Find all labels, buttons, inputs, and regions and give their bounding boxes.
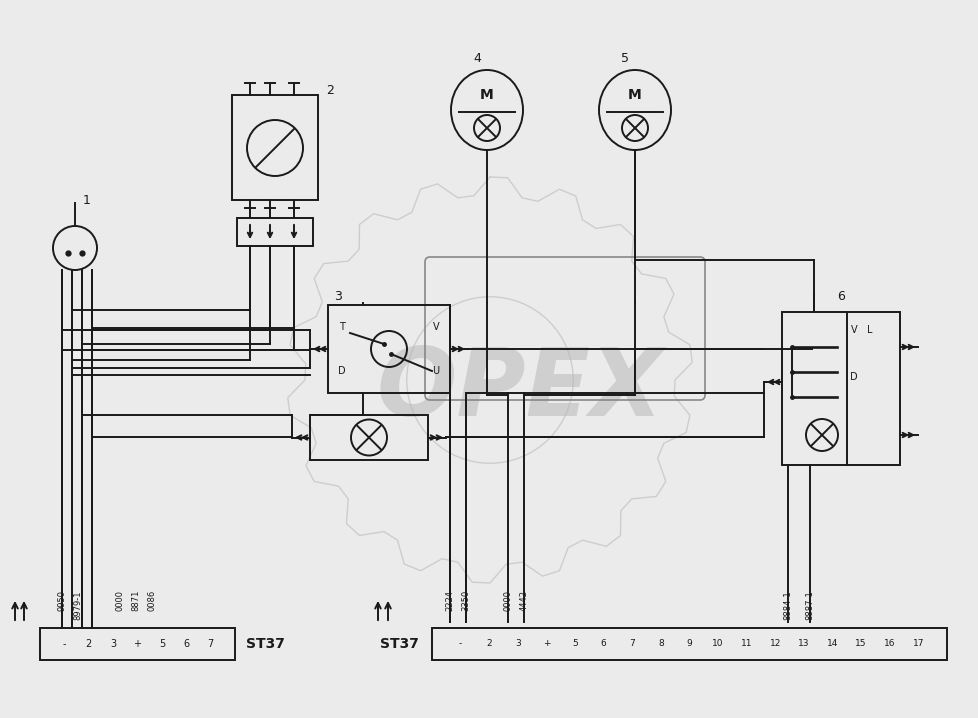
Text: D: D bbox=[849, 372, 857, 382]
Text: 8884-1: 8884-1 bbox=[782, 590, 791, 620]
Text: T: T bbox=[338, 322, 344, 332]
Bar bbox=[310, 415, 427, 460]
Text: U: U bbox=[432, 366, 439, 376]
Text: 11: 11 bbox=[740, 640, 752, 648]
Text: ST37: ST37 bbox=[245, 637, 285, 651]
Text: 3: 3 bbox=[514, 640, 520, 648]
Text: 4442: 4442 bbox=[519, 590, 528, 611]
Text: L: L bbox=[867, 325, 871, 335]
Text: 1: 1 bbox=[83, 193, 91, 207]
Text: -: - bbox=[459, 640, 462, 648]
Text: 3: 3 bbox=[333, 291, 341, 304]
Text: 2224: 2224 bbox=[445, 590, 454, 611]
Text: 3: 3 bbox=[110, 639, 116, 649]
Text: 9: 9 bbox=[686, 640, 691, 648]
Text: D: D bbox=[337, 366, 345, 376]
Bar bbox=[40, 628, 235, 660]
Text: 12: 12 bbox=[769, 640, 780, 648]
Text: 5: 5 bbox=[620, 52, 628, 65]
Text: -: - bbox=[63, 639, 67, 649]
Text: 17: 17 bbox=[911, 640, 923, 648]
Text: 8979-1: 8979-1 bbox=[73, 590, 82, 620]
Text: 6: 6 bbox=[183, 639, 189, 649]
Bar bbox=[328, 305, 450, 393]
Text: 5: 5 bbox=[571, 640, 577, 648]
Text: V: V bbox=[432, 322, 439, 332]
Text: 13: 13 bbox=[797, 640, 809, 648]
Text: 6: 6 bbox=[836, 291, 844, 304]
Text: 16: 16 bbox=[883, 640, 895, 648]
Text: 3350: 3350 bbox=[461, 590, 470, 611]
Text: V: V bbox=[850, 325, 857, 335]
Bar bbox=[781, 312, 899, 465]
Text: 0086: 0086 bbox=[148, 590, 156, 611]
Text: M: M bbox=[479, 88, 493, 102]
Text: 2: 2 bbox=[486, 640, 492, 648]
Text: 2: 2 bbox=[326, 83, 333, 96]
Text: 7: 7 bbox=[629, 640, 635, 648]
Text: ST37: ST37 bbox=[379, 637, 418, 651]
Text: 15: 15 bbox=[855, 640, 867, 648]
Text: +: + bbox=[542, 640, 550, 648]
Text: 14: 14 bbox=[826, 640, 837, 648]
Bar bbox=[431, 628, 946, 660]
Text: 2: 2 bbox=[85, 639, 92, 649]
Text: 5: 5 bbox=[158, 639, 165, 649]
Text: 4: 4 bbox=[472, 52, 480, 65]
Text: 8887-1: 8887-1 bbox=[805, 590, 814, 620]
Text: 8871: 8871 bbox=[131, 590, 141, 611]
Bar bbox=[232, 95, 318, 200]
Text: 8: 8 bbox=[657, 640, 663, 648]
Text: 7: 7 bbox=[207, 639, 213, 649]
Text: 0000: 0000 bbox=[115, 590, 124, 611]
Text: 10: 10 bbox=[712, 640, 723, 648]
Text: +: + bbox=[133, 639, 142, 649]
Text: M: M bbox=[628, 88, 642, 102]
Text: 6: 6 bbox=[600, 640, 606, 648]
Text: 0000: 0000 bbox=[503, 590, 511, 611]
Text: OPEX: OPEX bbox=[377, 344, 663, 436]
Bar bbox=[237, 218, 313, 246]
Text: 9950: 9950 bbox=[58, 590, 67, 611]
